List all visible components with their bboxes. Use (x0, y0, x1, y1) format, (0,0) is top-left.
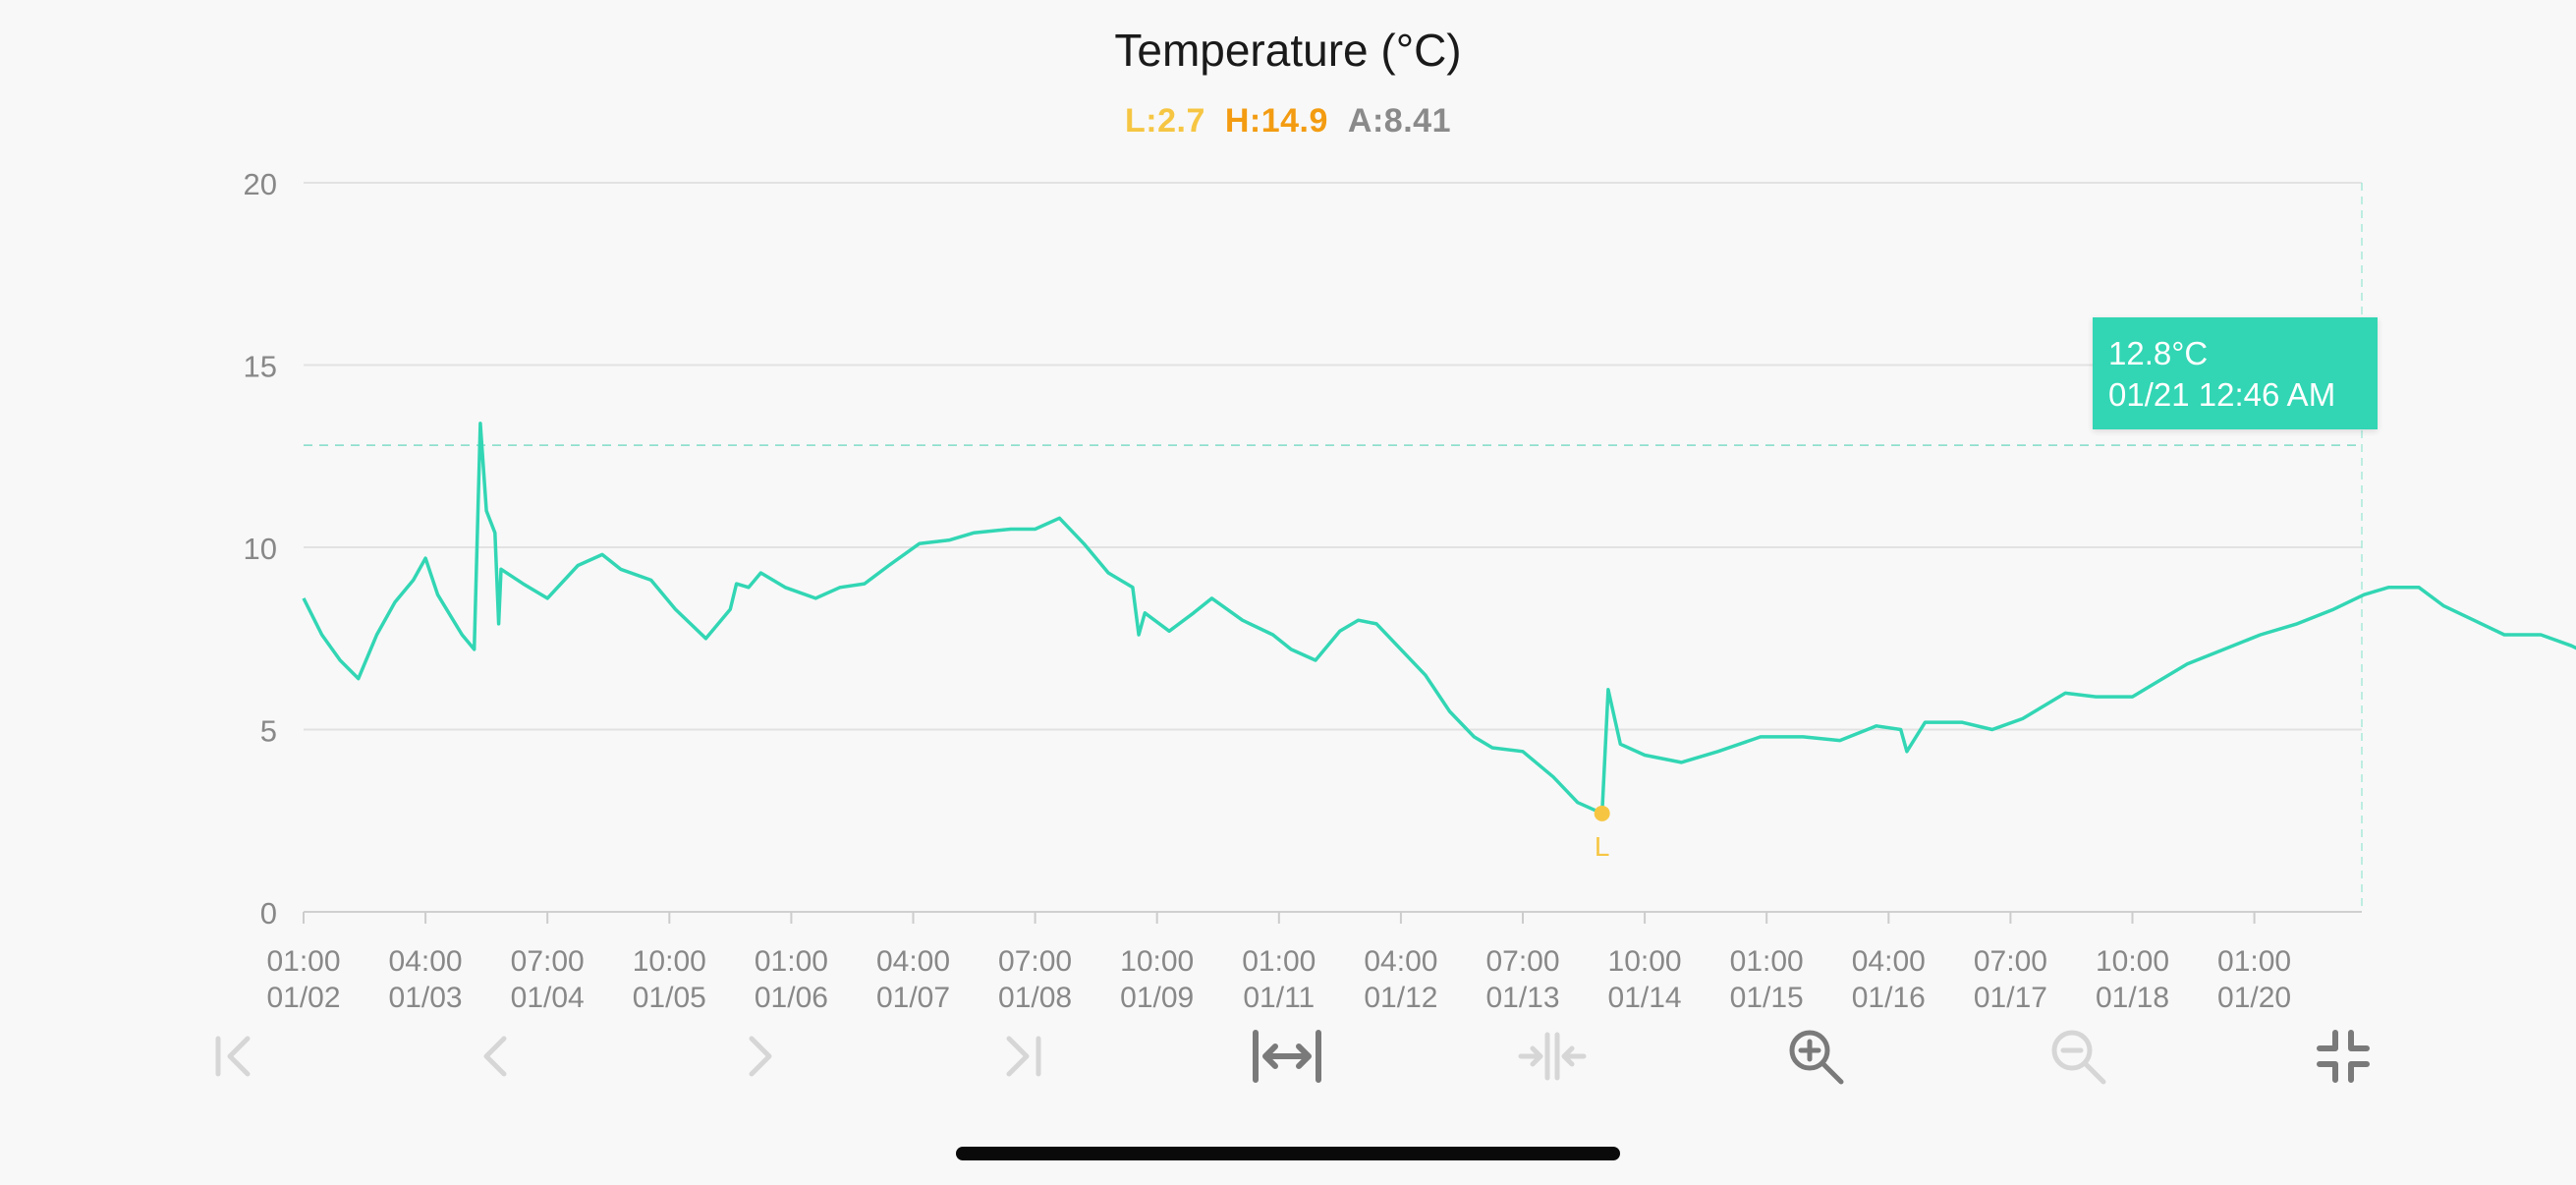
compress-width-button[interactable] (1513, 1024, 1592, 1089)
compress-width-icon (1518, 1032, 1587, 1081)
last-page-icon (1006, 1036, 1041, 1077)
x-tick-time-label: 01:00 (2217, 945, 2291, 978)
x-tick-time-label: 10:00 (1608, 945, 1682, 978)
x-tick-time-label: 10:00 (2096, 945, 2169, 978)
x-tick-time-label: 07:00 (1485, 945, 1559, 978)
x-tick-date-label: 01/02 (266, 982, 340, 1014)
exit-fullscreen-button[interactable] (2304, 1024, 2382, 1089)
x-tick-time-label: 10:00 (1120, 945, 1194, 978)
zoom-in-icon (1789, 1030, 1844, 1085)
x-tick-date-label: 01/08 (998, 982, 1072, 1014)
x-tick-time-label: 04:00 (1852, 945, 1926, 978)
y-tick-label: 0 (260, 896, 277, 931)
next-page-icon (749, 1036, 772, 1077)
x-tick-date-label: 01/14 (1608, 982, 1682, 1014)
zoom-out-icon (2051, 1030, 2106, 1085)
x-tick-date-label: 01/16 (1852, 982, 1926, 1014)
y-tick-label: 5 (260, 714, 277, 749)
x-tick-date-label: 01/06 (755, 982, 828, 1014)
y-tick-label: 15 (244, 350, 277, 384)
x-tick-time-label: 01:00 (755, 945, 828, 978)
low-marker-label: L (1595, 831, 1610, 862)
x-tick-time-label: 01:00 (1242, 945, 1316, 978)
x-tick-date-label: 01/20 (2217, 982, 2291, 1014)
x-tick-time-label: 07:00 (998, 945, 1072, 978)
fit-width-button[interactable] (1248, 1024, 1326, 1089)
x-tick-time-label: 07:00 (1974, 945, 2047, 978)
chart-title: Temperature (°C) (1114, 25, 1462, 76)
y-tick-label: 20 (244, 167, 277, 201)
exit-fullscreen-icon (2317, 1030, 2370, 1083)
high-stat: H:14.9 (1224, 102, 1328, 140)
stats-summary: L:2.7 H:14.9 A:8.41 (0, 102, 2576, 141)
tooltip-value: 12.8°C (2108, 335, 2209, 371)
x-tick-date-label: 01/07 (876, 982, 950, 1014)
last-page-button[interactable] (983, 1024, 1062, 1089)
previous-page-icon (483, 1036, 507, 1077)
next-page-button[interactable] (720, 1024, 799, 1089)
zoom-out-button[interactable] (2039, 1024, 2117, 1089)
x-tick-time-label: 07:00 (511, 945, 585, 978)
x-tick-date-label: 01/05 (633, 982, 706, 1014)
fit-width-icon (1253, 1030, 1321, 1083)
x-tick-time-label: 10:00 (633, 945, 706, 978)
tooltip-time: 01/21 12:46 AM (2108, 376, 2336, 413)
home-indicator[interactable] (956, 1147, 1620, 1160)
x-tick-date-label: 01/04 (511, 982, 585, 1014)
x-tick-time-label: 01:00 (1730, 945, 1804, 978)
x-tick-date-label: 01/03 (389, 982, 463, 1014)
previous-page-button[interactable] (457, 1024, 535, 1089)
zoom-in-button[interactable] (1776, 1024, 1855, 1089)
x-tick-date-label: 01/09 (1120, 982, 1194, 1014)
low-marker (1594, 805, 1610, 821)
x-tick-time-label: 01:00 (266, 945, 340, 978)
temperature-series-line (302, 422, 2576, 816)
first-page-button[interactable] (195, 1024, 273, 1089)
x-tick-date-label: 01/18 (2096, 982, 2169, 1014)
x-tick-date-label: 01/13 (1485, 982, 1559, 1014)
x-tick-date-label: 01/17 (1974, 982, 2047, 1014)
x-tick-date-label: 01/11 (1243, 982, 1315, 1014)
low-stat: L:2.7 (1125, 102, 1205, 140)
y-tick-label: 10 (244, 532, 277, 566)
x-tick-time-label: 04:00 (1364, 945, 1437, 978)
value-tooltip: 12.8°C 01/21 12:46 AM (2093, 317, 2378, 429)
x-tick-date-label: 01/12 (1364, 982, 1437, 1014)
x-tick-time-label: 04:00 (389, 945, 463, 978)
average-stat: A:8.41 (1347, 102, 1451, 140)
x-tick-date-label: 01/15 (1730, 982, 1804, 1014)
first-page-icon (215, 1036, 251, 1077)
x-tick-time-label: 04:00 (876, 945, 950, 978)
